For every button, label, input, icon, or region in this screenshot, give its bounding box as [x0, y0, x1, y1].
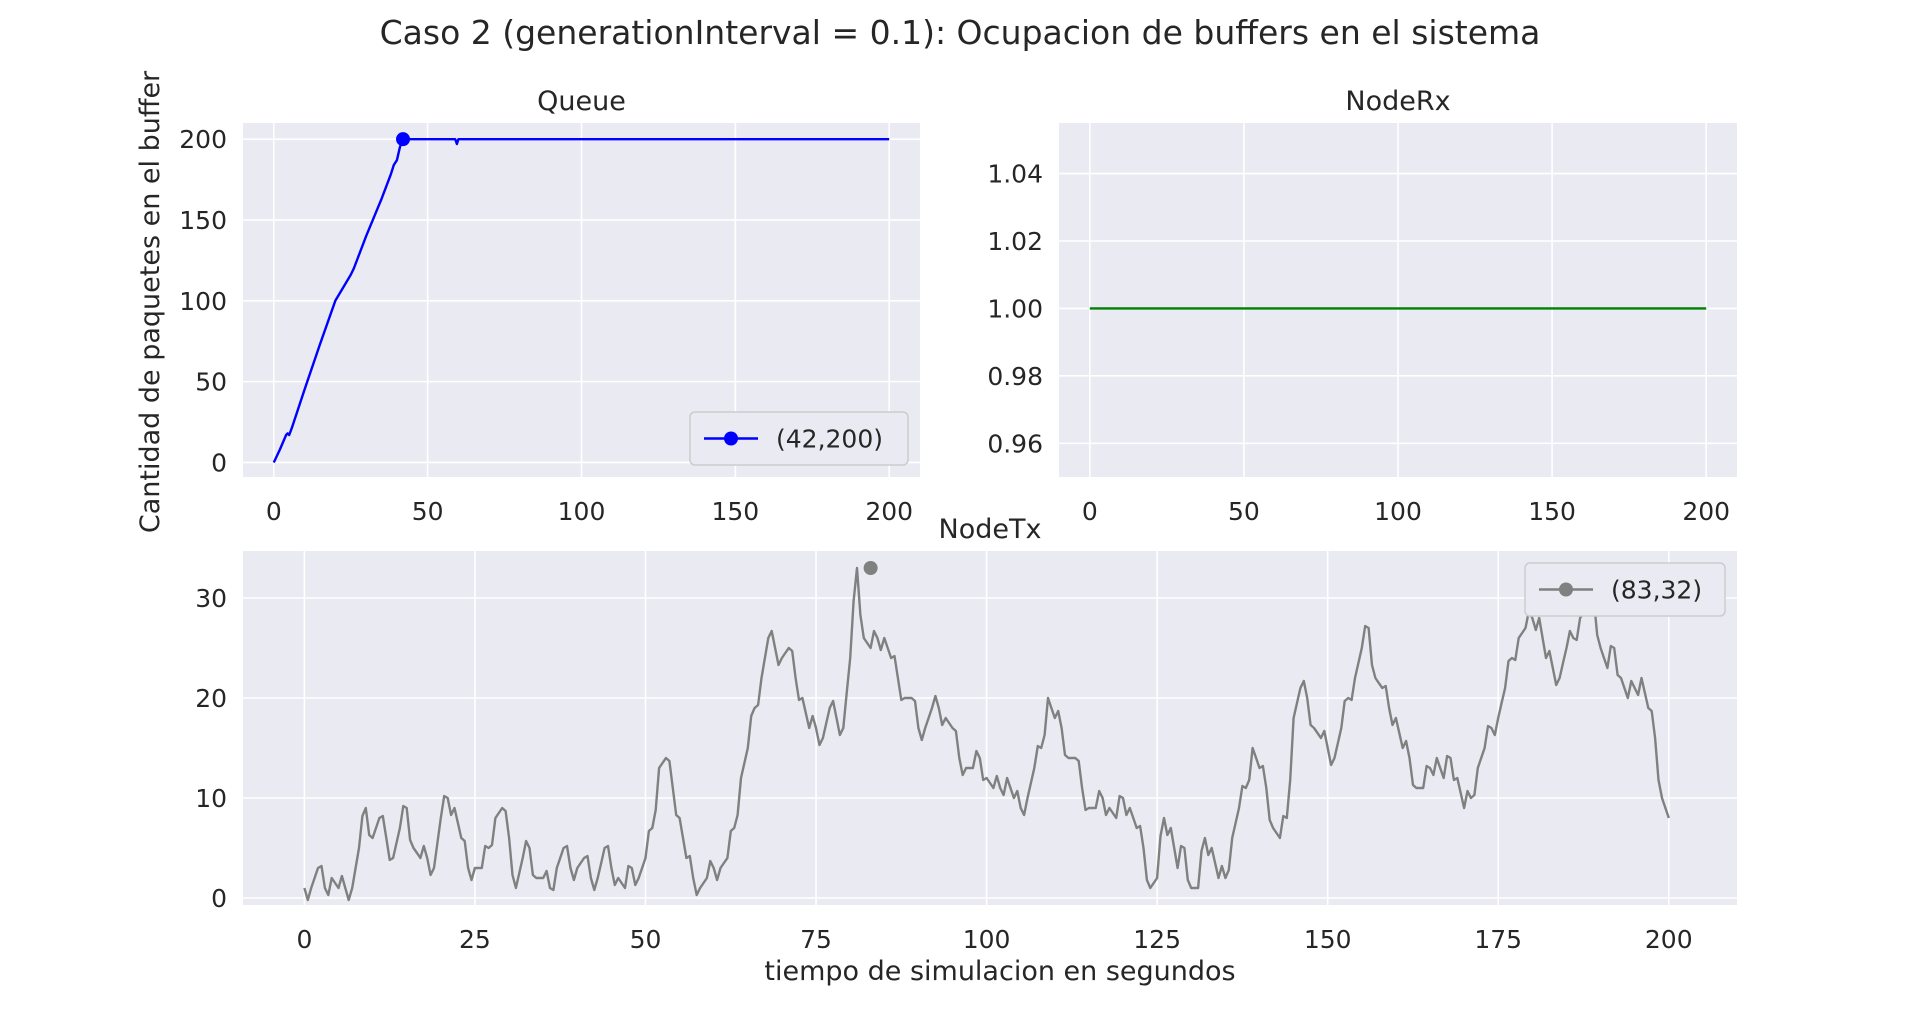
y-tick-label: 10	[195, 784, 227, 813]
legend: (83,32)	[1524, 562, 1726, 617]
x-tick-label: 100	[1374, 497, 1422, 526]
chart-nodetx: 0 25 50 75 100 125 150 175 200 0 10 20 30 NodeTx (83,3…	[195, 514, 1737, 954]
y-tick-label: 100	[179, 287, 227, 316]
y-tick-label: 0.96	[987, 429, 1043, 458]
series-marker	[396, 132, 411, 147]
chart-title: Queue	[537, 86, 626, 117]
x-tick-label: 200	[865, 497, 913, 526]
y-tick-label: 0	[211, 448, 227, 477]
y-tick-label: 150	[179, 206, 227, 235]
series-line	[303, 566, 1670, 902]
legend-marker	[724, 431, 738, 446]
y-tick-label: 1.04	[987, 160, 1043, 189]
series-line	[272, 137, 890, 464]
figure-xlabel: tiempo de simulacion en segundos	[764, 956, 1235, 987]
x-tick-label: 150	[712, 497, 760, 526]
x-tick-label: 75	[800, 925, 832, 954]
x-tick-label: 150	[1304, 925, 1352, 954]
figure-ylabel: Cantidad de paquetes en el buffer	[135, 70, 166, 533]
x-tick-label: 50	[412, 497, 444, 526]
x-tick-label: 25	[459, 925, 491, 954]
x-tick-label: 175	[1474, 925, 1522, 954]
y-tick-label: 200	[179, 125, 227, 154]
x-tick-label: 100	[963, 925, 1011, 954]
chart-noderx: 0 50 100 150 200 0.96 0.98 1.00 1.02 1.04 NodeRx	[987, 86, 1737, 526]
figure-suptitle: Caso 2 (generationInterval = 0.1): Ocupa…	[380, 13, 1541, 52]
series-marker	[863, 561, 878, 575]
x-tick-label: 0	[266, 497, 282, 526]
x-tick-label: 150	[1528, 497, 1576, 526]
y-tick-label: 0.98	[987, 362, 1043, 391]
x-tick-label: 50	[630, 925, 662, 954]
x-tick-label: 125	[1133, 925, 1181, 954]
y-tick-label: 30	[195, 584, 227, 613]
chart-queue: 0 50 100 150 200 0 50 100 150 200 Queue (42,200)	[179, 86, 920, 526]
x-tick-label: 0	[296, 925, 312, 954]
y-tick-label: 1.00	[987, 294, 1043, 323]
legend-marker	[1559, 582, 1573, 597]
legend: (42,200)	[689, 411, 909, 466]
chart-title: NodeRx	[1345, 86, 1450, 117]
y-tick-label: 50	[195, 368, 227, 397]
legend-box	[1524, 562, 1726, 617]
x-tick-label: 100	[558, 497, 606, 526]
x-tick-label: 200	[1645, 925, 1693, 954]
y-tick-label: 0	[211, 884, 227, 913]
x-tick-label: 50	[1228, 497, 1260, 526]
legend-box	[689, 411, 909, 466]
y-tick-label: 20	[195, 684, 227, 713]
legend-label: (42,200)	[776, 425, 883, 454]
chart-title: NodeTx	[939, 514, 1042, 545]
x-tick-label: 0	[1082, 497, 1098, 526]
x-tick-label: 200	[1682, 497, 1730, 526]
legend-label: (83,32)	[1611, 576, 1702, 605]
y-tick-label: 1.02	[987, 227, 1043, 256]
